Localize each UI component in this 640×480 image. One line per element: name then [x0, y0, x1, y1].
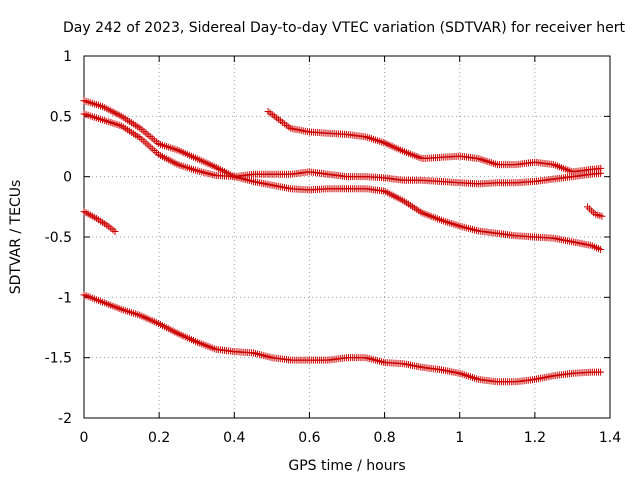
x-tick-label: 0 — [80, 430, 89, 446]
y-tick-labels: 1 0.5 0 -0.5 -1 -1.5 -2 — [45, 49, 72, 427]
series-arc-b — [80, 110, 605, 188]
x-tick-label: 1.2 — [524, 430, 546, 446]
y-tick-label: -1.5 — [45, 351, 72, 367]
y-tick-label: 0.5 — [50, 109, 72, 125]
axis-ticks — [83, 55, 611, 419]
x-tick-label: 0.2 — [148, 430, 170, 446]
series-arc-c — [264, 108, 605, 176]
y-tick-label: -2 — [58, 411, 72, 427]
x-tick-labels: 0 0.2 0.4 0.6 0.8 1 1.2 1.4 — [80, 430, 622, 446]
x-tick-label: 1 — [455, 430, 464, 446]
series-arc-f — [80, 291, 605, 386]
data-markers — [80, 97, 606, 386]
y-tick-label: 0 — [63, 170, 72, 186]
plus-marker — [597, 245, 605, 253]
chart-title: Day 242 of 2023, Sidereal Day-to-day VTE… — [63, 20, 625, 36]
plus-marker — [597, 164, 605, 172]
plus-marker — [111, 227, 119, 235]
y-tick-label: 1 — [63, 49, 72, 65]
plus-marker — [598, 212, 606, 220]
x-tick-label: 0.4 — [223, 430, 245, 446]
x-axis-label: GPS time / hours — [288, 458, 405, 474]
x-tick-label: 0.8 — [373, 430, 395, 446]
x-tick-label: 1.4 — [599, 430, 621, 446]
series-arc-e — [583, 203, 606, 220]
y-tick-label: -1 — [58, 290, 72, 306]
series-arc-d — [80, 208, 119, 235]
x-tick-label: 0.6 — [298, 430, 320, 446]
y-axis-label: SDTVAR / TECUs — [8, 180, 24, 295]
y-tick-label: -0.5 — [45, 230, 72, 246]
plus-marker — [597, 368, 605, 376]
